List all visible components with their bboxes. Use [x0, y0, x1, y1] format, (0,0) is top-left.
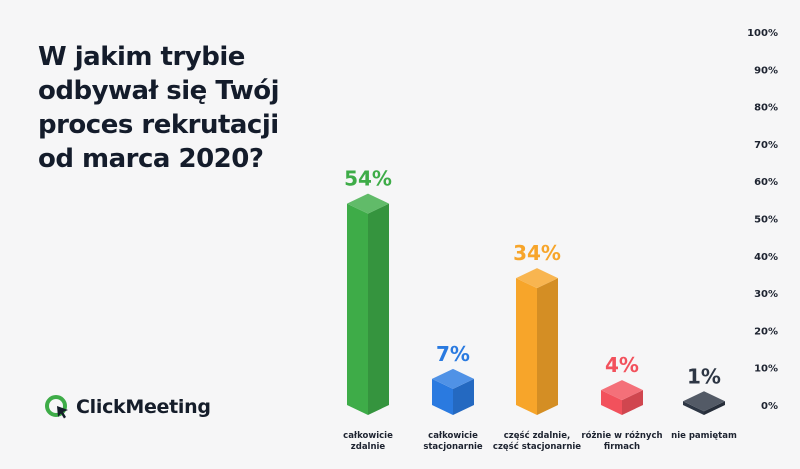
value-label: 34% [513, 241, 561, 265]
y-tick-label: 70% [754, 140, 778, 151]
title-line: od marca 2020? [38, 144, 264, 174]
category-label: różnie w różnych firmach [581, 430, 662, 452]
bar-right-face [368, 203, 389, 415]
y-tick-label: 100% [747, 28, 778, 39]
bar-top-face [347, 193, 389, 214]
brand-name: ClickMeeting [76, 396, 211, 418]
bar-left-face [683, 401, 704, 415]
value-label: 4% [605, 353, 639, 377]
y-tick-label: 90% [754, 65, 778, 76]
bar-left-face [432, 378, 453, 415]
category-label: nie pamiętam [671, 431, 737, 441]
category-label: całkowicie zdalnie [343, 431, 393, 452]
y-tick-label: 50% [754, 215, 778, 226]
y-tick-label: 40% [754, 252, 778, 263]
value-label: 7% [436, 342, 470, 366]
bar-top-face [516, 268, 558, 289]
bar [432, 368, 474, 415]
category-label: całkowicie stacjonarnie [423, 431, 483, 452]
bar-right-face [704, 401, 725, 415]
bar [601, 380, 643, 415]
category-label: część zdalnie, część stacjonarnie [493, 430, 581, 452]
brand-logo: ClickMeeting [44, 394, 211, 420]
bar-right-face [453, 378, 474, 415]
bar-top-face [683, 391, 725, 412]
bar [347, 193, 389, 415]
bar-top-face [432, 368, 474, 389]
bar-right-face [622, 390, 643, 415]
bar-left-face [516, 278, 537, 415]
clickmeeting-logo-icon [45, 395, 68, 419]
y-tick-label: 0% [761, 401, 778, 412]
bar [683, 391, 725, 415]
y-tick-label: 10% [754, 364, 778, 375]
bar-right-face [537, 278, 558, 415]
y-tick-label: 80% [754, 103, 778, 114]
value-label: 54% [344, 167, 392, 191]
y-tick-label: 20% [754, 326, 778, 337]
bar-top-face [601, 380, 643, 401]
title-line: W jakim trybie [38, 42, 245, 72]
value-label: 1% [687, 364, 721, 388]
bar-left-face [347, 203, 368, 415]
title-line: proces rekrutacji [38, 110, 279, 140]
chart-title: W jakim trybie odbywał się Twój proces r… [38, 40, 318, 176]
y-tick-label: 60% [754, 177, 778, 188]
bar [516, 268, 558, 415]
title-line: odbywał się Twój [38, 76, 280, 106]
y-tick-label: 30% [754, 289, 778, 300]
bar-left-face [601, 390, 622, 415]
